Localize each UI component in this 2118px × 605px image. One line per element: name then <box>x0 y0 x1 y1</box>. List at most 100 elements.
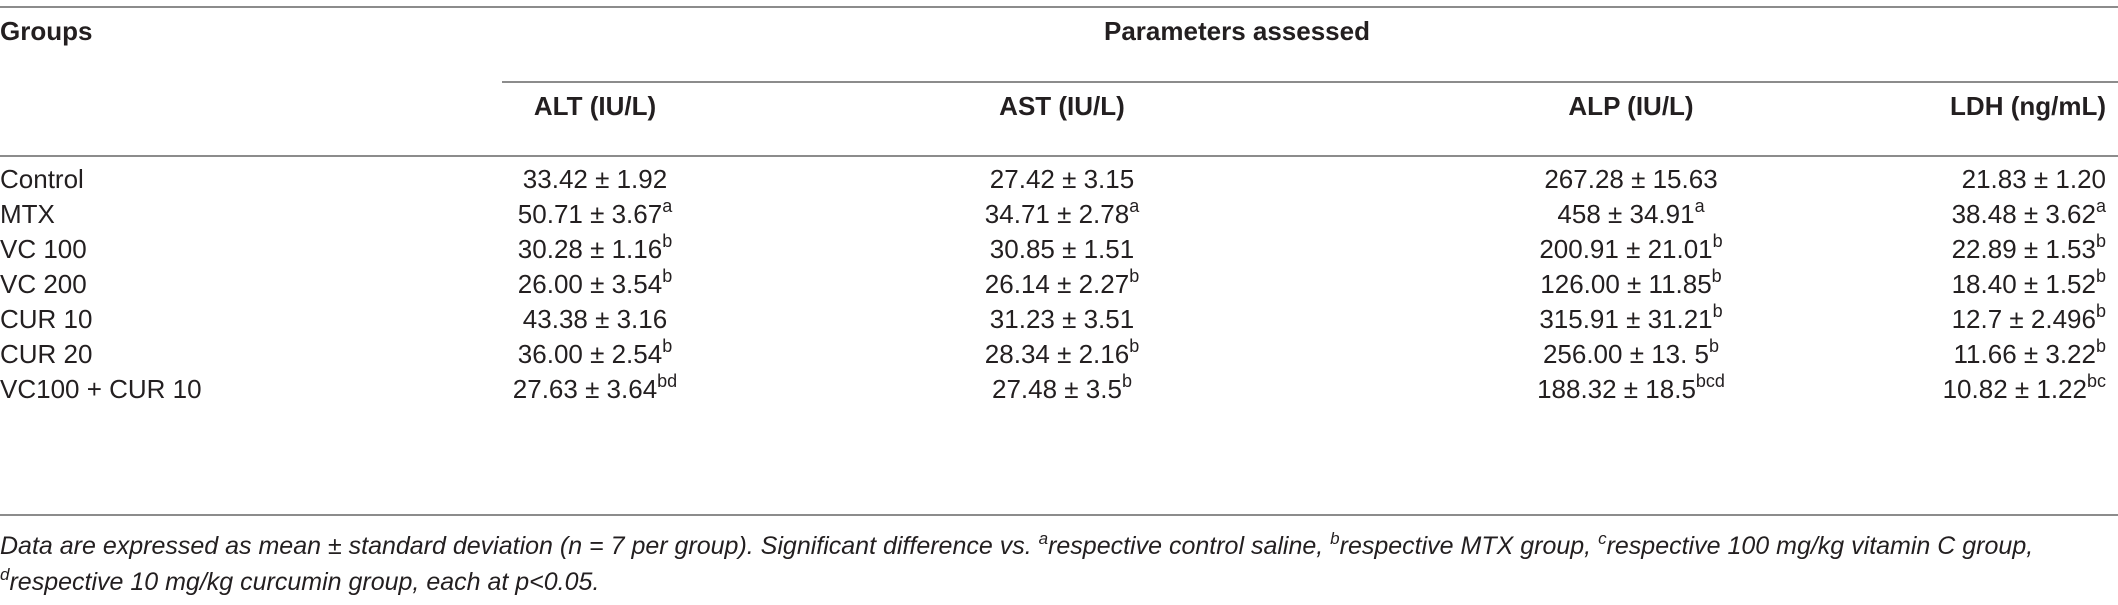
footnote-text-b: respective MTX group, <box>1339 532 1599 560</box>
cell-value: 26.14 ± 2.27 <box>984 269 1130 299</box>
cell-ldh: 22.89 ± 1.53b <box>1951 231 2106 264</box>
cell-value: 30.85 ± 1.51 <box>989 234 1135 264</box>
cell-alt: 43.38 ± 3.16 <box>460 304 730 334</box>
significance-marker: b <box>2095 301 2106 322</box>
cell-value: 188.32 ± 18.5 <box>1537 374 1696 404</box>
cell-value: 50.71 ± 3.67 <box>517 199 663 229</box>
footnote-text-a: respective control saline, <box>1048 532 1331 560</box>
cell-value: 200.91 ± 21.01 <box>1539 234 1713 264</box>
cell-ast: 30.85 ± 1.51 <box>927 234 1197 264</box>
cell-value: 43.38 ± 3.16 <box>522 304 668 334</box>
cell-value: 256.00 ± 13. 5 <box>1542 339 1710 369</box>
row-group-label: MTX <box>0 199 55 229</box>
significance-marker: b <box>1712 231 1723 252</box>
cell-alt: 27.63 ± 3.64bd <box>460 371 730 404</box>
significance-marker: bcd <box>1695 371 1725 392</box>
cell-value: 22.89 ± 1.53 <box>1951 234 2096 264</box>
parameters-underline <box>502 81 2118 83</box>
cell-alt: 50.71 ± 3.67a <box>460 196 730 229</box>
cell-alt: 33.42 ± 1.92 <box>460 164 730 194</box>
cell-alp: 200.91 ± 21.01b <box>1491 231 1771 264</box>
row-group-label: CUR 10 <box>0 304 93 334</box>
row-group-label: VC100 + CUR 10 <box>0 374 202 404</box>
cell-ast: 34.71 ± 2.78a <box>927 196 1197 229</box>
cell-ast: 28.34 ± 2.16b <box>927 336 1197 369</box>
cell-ldh: 11.66 ± 3.22b <box>1953 336 2106 369</box>
significance-marker: b <box>662 266 673 287</box>
cell-ldh: 12.7 ± 2.496b <box>1951 301 2106 334</box>
footnote-marker-b: b <box>1330 528 1340 548</box>
column-header-alp: ALP (IU/L) <box>1568 91 1694 121</box>
significance-marker: bc <box>2086 371 2106 392</box>
cell-value: 30.28 ± 1.16 <box>517 234 663 264</box>
column-header-ast: AST (IU/L) <box>999 91 1125 121</box>
table-footnote: Data are expressed as mean ± standard de… <box>0 528 2110 600</box>
header-bottom-rule <box>0 155 2118 157</box>
cell-alp: 458 ± 34.91a <box>1491 196 1771 229</box>
cell-value: 12.7 ± 2.496 <box>1951 304 2096 334</box>
cell-alt: 26.00 ± 3.54b <box>460 266 730 299</box>
significance-marker: a <box>2095 196 2106 217</box>
footnote-marker-c: c <box>1598 528 1607 548</box>
cell-alp: 126.00 ± 11.85b <box>1491 266 1771 299</box>
significance-marker: b <box>1709 336 1720 357</box>
cell-alt: 36.00 ± 2.54b <box>460 336 730 369</box>
significance-marker: b <box>1129 266 1140 287</box>
significance-marker: b <box>662 336 673 357</box>
column-header-alt: ALT (IU/L) <box>533 91 657 121</box>
cell-value: 26.00 ± 3.54 <box>517 269 663 299</box>
cell-value: 11.66 ± 3.22 <box>1953 339 2096 369</box>
column-header-ldh: LDH (ng/mL) <box>1950 91 2106 121</box>
cell-alp: 267.28 ± 15.63 <box>1491 164 1771 194</box>
cell-value: 27.63 ± 3.64 <box>512 374 658 404</box>
cell-ldh: 21.83 ± 1.20 <box>1962 164 2106 194</box>
row-group-label: VC 200 <box>0 269 87 299</box>
cell-value: 28.34 ± 2.16 <box>984 339 1130 369</box>
cell-value: 21.83 ± 1.20 <box>1961 164 2106 194</box>
footnote-intro: Data are expressed as mean ± standard de… <box>0 532 1039 560</box>
significance-marker: b <box>2095 336 2106 357</box>
cell-value: 36.00 ± 2.54 <box>517 339 663 369</box>
significance-marker: a <box>662 196 673 217</box>
parameters-header: Parameters assessed <box>1104 16 1370 46</box>
significance-marker: b <box>2095 231 2106 252</box>
cell-value: 27.48 ± 3.5 <box>992 374 1122 404</box>
significance-marker: a <box>1129 196 1140 217</box>
cell-value: 10.82 ± 1.22 <box>1942 374 2087 404</box>
cell-ldh: 38.48 ± 3.62a <box>1951 196 2106 229</box>
footnote-text-d: respective 10 mg/kg curcumin group, each… <box>9 568 600 596</box>
cell-value: 31.23 ± 3.51 <box>989 304 1135 334</box>
cell-ldh: 18.40 ± 1.52b <box>1951 267 2106 299</box>
significance-marker: a <box>1694 196 1705 217</box>
footnote-marker-d: d <box>0 564 10 584</box>
significance-marker: b <box>662 231 673 252</box>
footnote-marker-a: a <box>1038 528 1049 548</box>
cell-value: 33.42 ± 1.92 <box>522 164 668 194</box>
cell-alp: 256.00 ± 13. 5b <box>1491 336 1771 369</box>
row-group-label: Control <box>0 164 84 194</box>
cell-value: 267.28 ± 15.63 <box>1544 164 1718 194</box>
footnote-text-c: respective 100 mg/kg vitamin C group, <box>1606 532 2034 560</box>
cell-value: 27.42 ± 3.15 <box>989 164 1135 194</box>
significance-marker: b <box>1711 266 1722 287</box>
cell-alp: 315.91 ± 31.21b <box>1491 302 1771 334</box>
cell-ast: 27.42 ± 3.15 <box>927 164 1197 194</box>
row-group-label: CUR 20 <box>0 339 93 369</box>
cell-ast: 31.23 ± 3.51 <box>927 304 1197 334</box>
cell-value: 38.48 ± 3.62 <box>1951 199 2096 229</box>
cell-value: 458 ± 34.91 <box>1557 199 1695 229</box>
table-top-rule <box>0 6 2118 8</box>
cell-value: 315.91 ± 31.21 <box>1539 304 1713 334</box>
cell-alp: 188.32 ± 18.5bcd <box>1491 371 1771 404</box>
cell-ast: 27.48 ± 3.5b <box>927 371 1197 404</box>
row-group-label: VC 100 <box>0 234 87 264</box>
table-bottom-rule <box>0 514 2118 516</box>
cell-alt: 30.28 ± 1.16b <box>460 231 730 264</box>
significance-marker: b <box>1129 336 1140 357</box>
significance-marker: bd <box>657 371 678 392</box>
cell-ast: 26.14 ± 2.27b <box>927 266 1197 299</box>
significance-marker: b <box>1121 371 1132 392</box>
cell-value: 18.40 ± 1.52 <box>1951 269 2096 299</box>
cell-value: 126.00 ± 11.85 <box>1540 269 1712 299</box>
